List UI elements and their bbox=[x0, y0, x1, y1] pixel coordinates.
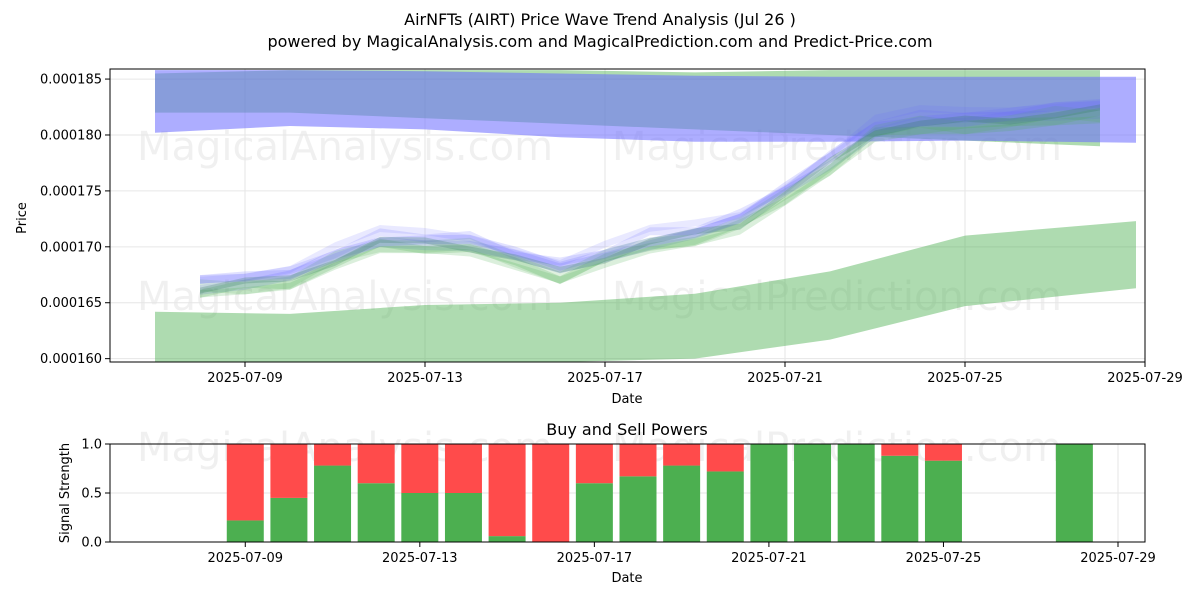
buy-bar bbox=[226, 520, 264, 542]
price-wave-ribbon bbox=[200, 104, 1100, 294]
sell-bar bbox=[357, 444, 395, 484]
top-x-tick-label: 2025-07-17 bbox=[567, 371, 643, 386]
top-chart-frame bbox=[109, 68, 1146, 363]
top-x-axis-label: Date bbox=[611, 392, 642, 407]
bottom-y-axis-label: Signal Strength bbox=[58, 443, 73, 543]
buy-bar bbox=[881, 455, 919, 542]
sell-bar bbox=[532, 444, 570, 542]
bottom-y-tick-label: 1.0 bbox=[81, 438, 102, 453]
buy-bar bbox=[706, 471, 744, 542]
sell-bar bbox=[314, 444, 352, 466]
buy-bar bbox=[401, 493, 439, 542]
buy-bar bbox=[750, 444, 788, 542]
price-wave-ribbon bbox=[200, 116, 1100, 298]
sell-bar bbox=[663, 444, 701, 466]
buy-bar bbox=[488, 536, 526, 542]
bottom-x-tick-label: 2025-07-25 bbox=[906, 551, 982, 566]
top-x-axis-ticks: 2025-07-09 2025-07-13 2025-07-17 2025-07-21… bbox=[207, 362, 1183, 386]
sell-bar bbox=[270, 444, 308, 498]
buy-bar bbox=[619, 476, 657, 542]
buy-bar bbox=[314, 465, 352, 542]
bottom-x-tick-label: 2025-07-21 bbox=[731, 551, 807, 566]
top-x-tick-label: 2025-07-21 bbox=[747, 371, 823, 386]
price-wave-ribbon bbox=[200, 101, 1100, 284]
buy-bar bbox=[663, 465, 701, 542]
buy-bar bbox=[575, 483, 613, 542]
bottom-chart-title: Buy and Sell Powers bbox=[546, 420, 708, 439]
sell-bar bbox=[488, 444, 526, 537]
top-y-tick-label: 0.000185 bbox=[40, 73, 102, 88]
top-y-tick-label: 0.000180 bbox=[40, 128, 102, 143]
bottom-x-tick-label: 2025-07-13 bbox=[382, 551, 458, 566]
sell-bar bbox=[401, 444, 439, 493]
price-wave-ribbon bbox=[200, 107, 1100, 298]
buy-bar bbox=[924, 460, 962, 542]
top-y-axis-ticks: 0.000160 0.000165 0.000170 0.000175 0.000180… bbox=[40, 73, 110, 367]
top-y-tick-label: 0.000165 bbox=[40, 296, 102, 311]
buy-bar bbox=[837, 444, 875, 542]
buy-bar bbox=[270, 497, 308, 542]
sell-bar bbox=[924, 444, 962, 461]
sell-bar bbox=[881, 444, 919, 456]
sell-bar bbox=[706, 444, 744, 472]
buy-bar bbox=[1055, 444, 1093, 542]
top-x-tick-label: 2025-07-13 bbox=[387, 371, 463, 386]
bottom-x-axis-label: Date bbox=[611, 571, 642, 586]
buy-bar bbox=[444, 493, 482, 542]
bottom-x-tick-label: 2025-07-09 bbox=[207, 551, 283, 566]
buy-bar bbox=[357, 483, 395, 542]
sell-bar bbox=[619, 444, 657, 477]
top-chart-bands bbox=[155, 70, 1136, 362]
bottom-chart-bars bbox=[226, 444, 1093, 542]
bottom-y-axis-ticks: 0.0 0.5 1.0 bbox=[81, 438, 110, 551]
watermark-text: MagicalAnalysis.com bbox=[137, 274, 553, 320]
top-y-tick-label: 0.000160 bbox=[40, 352, 102, 367]
watermark-text: MagicalPrediction.com bbox=[612, 274, 1062, 320]
price-band-green-2 bbox=[155, 221, 1136, 362]
top-y-axis-label: Price bbox=[15, 202, 30, 234]
top-x-tick-label: 2025-07-25 bbox=[927, 371, 1003, 386]
sell-bar bbox=[226, 444, 264, 521]
bottom-x-tick-label: 2025-07-17 bbox=[557, 551, 633, 566]
chart-subtitle: powered by MagicalAnalysis.com and Magic… bbox=[267, 32, 932, 51]
top-y-tick-label: 0.000170 bbox=[40, 240, 102, 255]
bottom-x-tick-label: 2025-07-29 bbox=[1080, 551, 1156, 566]
buy-bar bbox=[794, 444, 832, 542]
price-wave-ribbon bbox=[200, 105, 1100, 295]
price-wave-ribbon bbox=[200, 99, 1100, 285]
bottom-y-tick-label: 0.0 bbox=[81, 536, 102, 551]
sell-bar bbox=[575, 444, 613, 484]
sell-bar bbox=[444, 444, 482, 493]
top-y-tick-label: 0.000175 bbox=[40, 184, 102, 199]
price-wave-ribbon bbox=[200, 108, 1100, 295]
bottom-x-axis-ticks: 2025-07-09 2025-07-13 2025-07-17 2025-07-21… bbox=[207, 542, 1156, 566]
top-x-tick-label: 2025-07-09 bbox=[207, 371, 283, 386]
price-band-blue-1 bbox=[155, 70, 1136, 143]
top-chart-price-waves bbox=[200, 99, 1100, 298]
top-x-tick-label: 2025-07-29 bbox=[1107, 371, 1183, 386]
chart-title: AirNFTs (AIRT) Price Wave Trend Analysis… bbox=[404, 10, 796, 29]
bottom-y-tick-label: 0.5 bbox=[81, 487, 102, 502]
